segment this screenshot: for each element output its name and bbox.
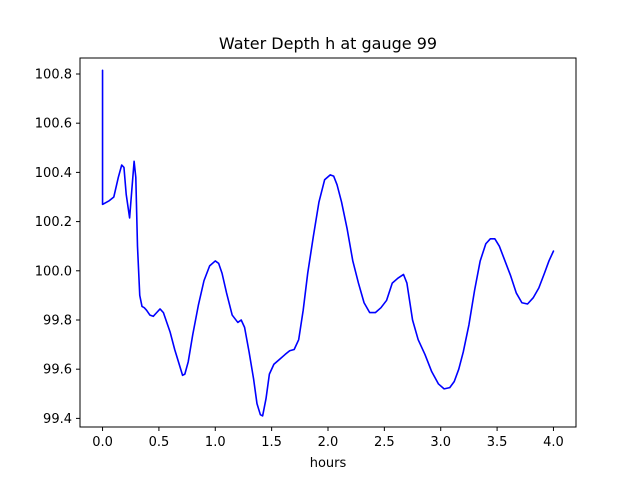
x-axis-label: hours	[310, 456, 347, 471]
y-axis: 99.4 99.6 99.8 100.0 100.2 100.4 100.6 100.8	[35, 67, 80, 427]
y-tick-label: 100.8	[35, 67, 72, 82]
x-axis: 0.0 0.5 1.0 1.5 2.0 2.5 3.0 3.5 4.0	[92, 427, 564, 450]
x-tick-label: 2.0	[318, 435, 339, 450]
x-tick-label: 1.0	[205, 435, 226, 450]
y-tick-label: 99.8	[43, 313, 72, 328]
x-tick-label: 3.0	[430, 435, 451, 450]
plot-area	[101, 69, 555, 417]
y-tick-label: 100.0	[35, 264, 72, 279]
y-tick-label: 99.6	[43, 363, 72, 378]
series-line-0	[101, 69, 555, 417]
y-tick-label: 100.4	[35, 166, 72, 181]
x-tick-label: 4.0	[543, 435, 564, 450]
chart-title: Water Depth h at gauge 99	[219, 34, 437, 53]
axes-frame	[79, 57, 577, 428]
y-tick-label: 100.6	[35, 117, 72, 132]
x-tick-label: 0.0	[92, 435, 113, 450]
y-tick-label: 100.2	[35, 215, 72, 230]
x-tick-label: 0.5	[149, 435, 170, 450]
x-tick-label: 2.5	[374, 435, 395, 450]
x-tick-label: 1.5	[261, 435, 282, 450]
x-tick-label: 3.5	[487, 435, 508, 450]
y-tick-label: 99.4	[43, 412, 72, 427]
